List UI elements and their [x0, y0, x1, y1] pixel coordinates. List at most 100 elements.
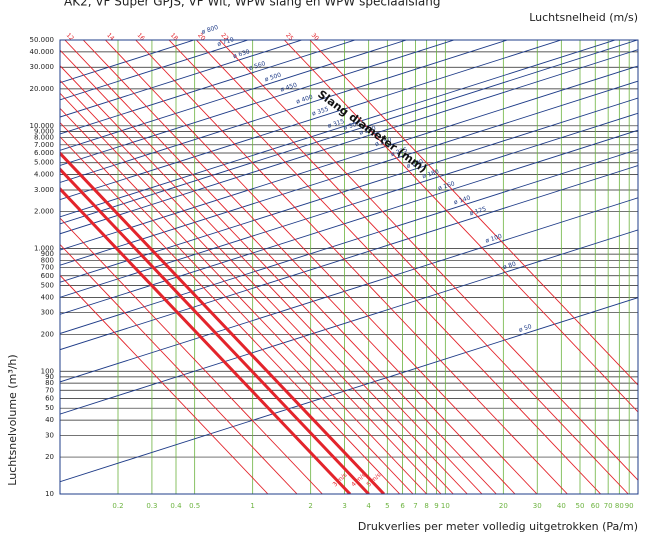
diameter-line — [60, 40, 408, 151]
velocity-label: 5 m/s — [365, 472, 382, 489]
velocity-line — [82, 40, 516, 494]
x-tick-label: 50 — [576, 502, 585, 510]
velocity-label: 30 — [310, 32, 320, 42]
diameter-label: ø 300 — [343, 120, 362, 132]
velocity-line — [60, 107, 427, 494]
x-tick-label: 90 — [625, 502, 634, 510]
x-tick-label: 8 — [424, 502, 428, 510]
y-tick-label: 300 — [41, 309, 54, 317]
velocity-label: 18 — [169, 32, 179, 42]
velocity-line — [60, 49, 483, 494]
diameter-line — [60, 40, 250, 101]
velocity-label: 4 m/s — [350, 472, 367, 489]
diameter-label: ø 630 — [232, 48, 251, 60]
diameter-line — [60, 148, 638, 334]
y-tick-label: 1.000 — [34, 245, 54, 253]
diameter-label: ø 200 — [406, 158, 425, 170]
velocity-line — [219, 40, 638, 481]
x-tick-label: 2 — [308, 502, 312, 510]
x-tick-label: 0.3 — [146, 502, 157, 510]
x-tick-label: 5 — [385, 502, 389, 510]
diameter-label: ø 560 — [248, 60, 267, 72]
y-tick-label: 20.000 — [30, 85, 55, 93]
diameter-label: ø 450 — [280, 82, 299, 94]
velocity-line — [64, 40, 497, 494]
diameter-label: ø 160 — [437, 180, 456, 192]
y-tick-label: 70 — [45, 386, 54, 394]
y-axis-title: Luchtsnelvolume (m³/h) — [6, 354, 19, 485]
y-tick-label: 20 — [45, 453, 54, 461]
diameter-line — [60, 40, 638, 225]
top-axis-title: Luchtsnelheid (m/s) — [529, 11, 638, 24]
y-tick-label: 3.000 — [34, 186, 54, 194]
y-tick-label: 7.000 — [34, 141, 54, 149]
velocity-label: 22 — [219, 32, 229, 42]
y-tick-label: 600 — [41, 272, 54, 280]
velocity-line — [60, 186, 352, 494]
y-tick-label: 50 — [45, 404, 54, 412]
y-tick-label: 200 — [41, 330, 54, 338]
y-tick-label: 40 — [45, 416, 54, 424]
plot-lines — [60, 40, 638, 494]
y-tick-label: 50.000 — [30, 36, 55, 44]
velocity-line — [284, 40, 638, 413]
velocity-line — [60, 217, 323, 494]
y-tick-label: 2.000 — [34, 208, 54, 216]
velocity-line — [135, 40, 568, 494]
x-tick-label: 7 — [413, 502, 417, 510]
diameter-label: ø 125 — [469, 206, 488, 218]
y-tick-label: 8.000 — [34, 134, 54, 142]
diameter-label: ø 80 — [502, 260, 517, 271]
velocity-label: 12 — [65, 32, 75, 42]
diameter-label: ø 400 — [295, 94, 314, 106]
diameter-label: ø 100 — [485, 233, 504, 245]
y-tick-label: 30.000 — [30, 63, 55, 71]
velocity-label: 20 — [196, 32, 206, 42]
x-tick-label: 9 — [434, 502, 438, 510]
chart-title: AK2, VF Super GPJS, VF Wit, WPW slang en… — [64, 0, 440, 9]
y-tick-label: 700 — [41, 264, 54, 272]
diameter-label: ø 355 — [311, 106, 330, 118]
y-tick-label: 5.000 — [34, 159, 54, 167]
diameter-label: ø 250 — [374, 136, 393, 148]
x-tick-label: 0.4 — [170, 502, 182, 510]
y-tick-label: 60 — [45, 394, 54, 402]
diameter-line — [60, 65, 638, 251]
x-tick-label: 20 — [499, 502, 508, 510]
y-tick-label: 9.000 — [34, 127, 54, 135]
diameter-line — [60, 49, 638, 235]
velocity-label: 16 — [135, 32, 145, 42]
velocity-line — [309, 40, 638, 386]
y-tick-label: 90 — [45, 373, 54, 381]
velocity-label: 3 m/s — [332, 472, 349, 489]
diameter-line — [60, 197, 638, 383]
x-tick-label: 70 — [604, 502, 613, 510]
x-tick-label: 30 — [533, 502, 542, 510]
velocity-line — [60, 136, 401, 494]
diameter-label: ø 280 — [358, 125, 377, 137]
y-tick-label: 4.000 — [34, 171, 54, 179]
y-tick-label: 40.000 — [30, 48, 55, 56]
diameter-line — [60, 40, 304, 118]
velocity-line — [60, 65, 468, 494]
velocity-line — [60, 274, 269, 494]
diameter-line — [60, 129, 638, 315]
velocity-line — [60, 92, 442, 494]
x-tick-label: 0.5 — [189, 502, 200, 510]
y-tick-label: 800 — [41, 256, 54, 264]
diameter-label: ø 140 — [453, 194, 472, 206]
diameter-label: ø 225 — [390, 146, 409, 158]
diameter-line — [60, 40, 456, 166]
velocity-line — [195, 40, 629, 494]
y-tick-label: 30 — [45, 431, 54, 439]
y-tick-label: 100 — [41, 367, 54, 375]
x-tick-label: 1 — [250, 502, 254, 510]
y-tick-label: 500 — [41, 281, 54, 289]
x-tick-label: 10 — [441, 502, 450, 510]
velocity-line — [168, 40, 601, 494]
x-tick-label: 40 — [557, 502, 566, 510]
diameter-line — [60, 97, 638, 283]
x-tick-label: 3 — [342, 502, 346, 510]
x-tick-label: 80 — [615, 502, 624, 510]
